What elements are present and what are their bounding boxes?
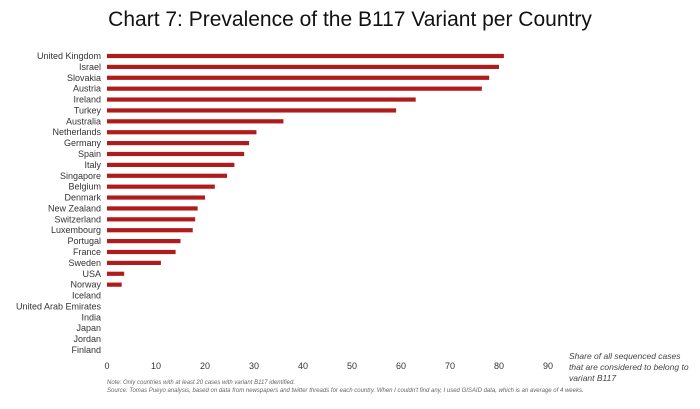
x-tick-label-30: 30 xyxy=(249,361,259,371)
category-label-denmark: Denmark xyxy=(64,193,101,203)
bar-portugal xyxy=(107,239,181,244)
x-tick-label-70: 70 xyxy=(445,361,455,371)
bar-france xyxy=(107,249,176,255)
x-tick-label-80: 80 xyxy=(494,361,504,371)
bar-luxembourg xyxy=(107,228,193,233)
bar-usa xyxy=(107,271,125,276)
category-label-iceland: Iceland xyxy=(72,291,101,301)
x-tick-label-90: 90 xyxy=(543,361,553,371)
x-tick-label-20: 20 xyxy=(200,361,210,371)
x-tick-label-10: 10 xyxy=(151,361,161,371)
category-label-belgium: Belgium xyxy=(68,182,101,192)
x-tick-labels-group: 0 10 20 30 40 50 60 70 80 90 xyxy=(104,361,553,371)
category-label-portugal: Portugal xyxy=(67,236,101,246)
x-axis-label: Share of all sequenced cases that are co… xyxy=(569,351,689,383)
bar-norway xyxy=(107,282,122,287)
category-label-india: India xyxy=(81,312,101,322)
footnote-note: Note: Only countries with at least 20 ca… xyxy=(107,380,295,386)
chart-title: Chart 7: Prevalence of the B117 Variant … xyxy=(108,8,592,31)
x-tick-label-50: 50 xyxy=(347,361,357,371)
category-label-united-kingdom: United Kingdom xyxy=(37,51,101,61)
bar-italy xyxy=(107,162,235,167)
bar-germany xyxy=(107,141,250,146)
bar-slovakia xyxy=(107,75,490,80)
x-tick-label-60: 60 xyxy=(396,361,406,371)
category-label-sweden: Sweden xyxy=(68,258,101,268)
category-labels-group: United KingdomIsraelSlovakiaAustriaIrela… xyxy=(16,51,102,355)
category-label-norway: Norway xyxy=(70,280,101,290)
category-label-israel: Israel xyxy=(79,62,101,72)
bar-ireland xyxy=(107,97,416,102)
category-label-usa: USA xyxy=(82,269,101,279)
category-label-singapore: Singapore xyxy=(60,171,101,181)
category-label-germany: Germany xyxy=(64,138,102,148)
bar-belgium xyxy=(107,184,215,189)
category-label-austria: Austria xyxy=(73,84,101,94)
category-label-switzerland: Switzerland xyxy=(54,214,101,224)
bar-australia xyxy=(107,119,284,124)
bar-sweden xyxy=(107,260,161,265)
category-label-netherlands: Netherlands xyxy=(52,127,101,137)
bar-netherlands xyxy=(107,130,257,135)
category-label-finland: Finland xyxy=(71,345,101,355)
bar-new-zealand xyxy=(107,206,198,211)
bar-turkey xyxy=(107,108,397,113)
category-label-japan: Japan xyxy=(76,323,101,333)
category-label-new-zealand: New Zealand xyxy=(48,203,101,213)
category-label-australia: Australia xyxy=(66,116,101,126)
category-label-france: France xyxy=(73,247,101,257)
category-label-luxembourg: Luxembourg xyxy=(51,225,101,235)
bar-israel xyxy=(107,64,499,69)
category-label-ireland: Ireland xyxy=(73,95,101,105)
category-label-italy: Italy xyxy=(84,160,101,170)
bars-group xyxy=(107,53,504,287)
bar-denmark xyxy=(107,195,205,200)
bar-united-kingdom xyxy=(107,53,504,59)
category-label-jordan: Jordan xyxy=(73,334,101,344)
bar-singapore xyxy=(107,173,228,178)
category-label-turkey: Turkey xyxy=(74,105,102,115)
category-label-united-arab-emirates: United Arab Emirates xyxy=(16,301,102,311)
category-label-slovakia: Slovakia xyxy=(67,73,101,83)
x-tick-label-40: 40 xyxy=(298,361,308,371)
footnote-source: Source: Tomas Pueyo analysis, based on d… xyxy=(107,387,584,394)
footnotes: Note: Only countries with at least 20 ca… xyxy=(107,380,627,395)
category-label-spain: Spain xyxy=(78,149,101,159)
x-tick-label-0: 0 xyxy=(104,361,109,371)
bar-spain xyxy=(107,151,245,157)
bar-switzerland xyxy=(107,217,196,222)
bar-austria xyxy=(107,86,482,91)
